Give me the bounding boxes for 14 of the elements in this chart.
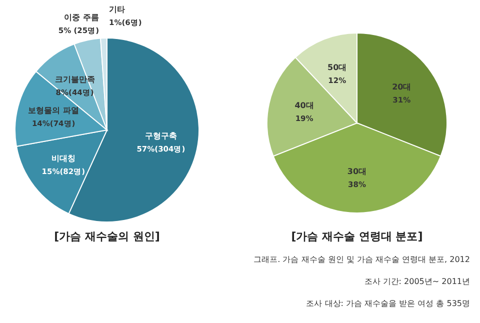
slice-label: 보형물의 파열 [28, 106, 79, 116]
slice-label: 구형구축 [144, 132, 177, 141]
slice-label: 비대칭 [51, 154, 76, 163]
text: 조사 기간: 2005년~ 2011년 [364, 277, 470, 286]
slice-label: 이중 주름 [64, 13, 99, 22]
text: 그래프. 가슴 재수술 원인 및 가슴 재수술 연령대 분포, 2012 [254, 255, 470, 264]
slice-label: 50대 [328, 62, 347, 72]
text: [가슴 재수술 연령대 분포] [291, 230, 423, 243]
slice-label: 기타 [109, 4, 125, 14]
slice-label: 40대 [294, 101, 314, 110]
text: 조사 대상: 가슴 재수술을 받은 여성 총 535명 [306, 299, 470, 308]
slice-label: 20대 [392, 82, 412, 92]
slice-label: 30대 [347, 167, 367, 176]
text: [가슴 재수술의 원인] [54, 230, 160, 243]
